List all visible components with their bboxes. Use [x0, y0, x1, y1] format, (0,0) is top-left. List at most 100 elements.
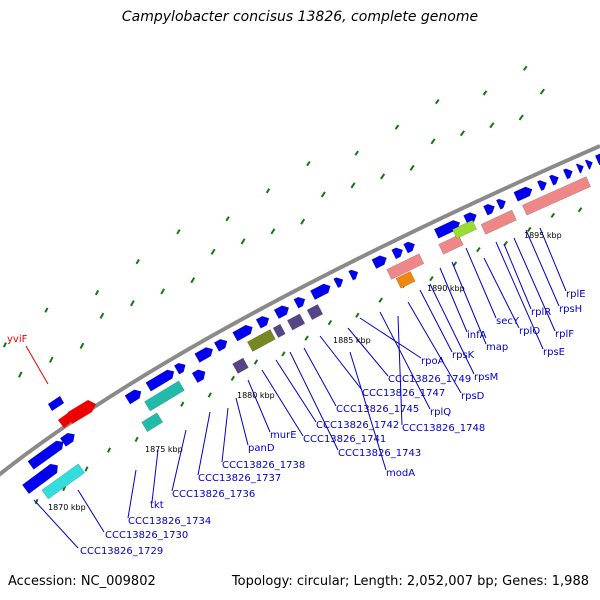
- gene-features[interactable]: [21, 152, 600, 500]
- gene-label: rplO: [519, 326, 540, 337]
- gene-feature[interactable]: [286, 313, 306, 331]
- gene-feature[interactable]: [584, 158, 595, 170]
- gene-label: panD: [248, 443, 275, 454]
- gc-tick: [350, 182, 356, 189]
- gene-label: CCC13826_1748: [402, 423, 485, 434]
- accession-text: Accession: NC_009802: [8, 574, 156, 589]
- gene-label: CCC13826_1743: [338, 448, 421, 459]
- gc-tick: [306, 160, 311, 167]
- gc-tick: [320, 191, 326, 198]
- gene-feature: [48, 396, 64, 411]
- gene-feature[interactable]: [433, 218, 462, 239]
- gene-feature[interactable]: [59, 430, 77, 447]
- gene-label: rpsE: [543, 347, 565, 358]
- gc-tick: [265, 188, 271, 194]
- gene-feature[interactable]: [232, 323, 255, 342]
- gc-tick: [253, 359, 259, 365]
- gc-tick: [240, 238, 246, 245]
- gene-feature[interactable]: [395, 271, 416, 289]
- gene-feature[interactable]: [145, 367, 177, 392]
- gene-feature[interactable]: [480, 209, 517, 235]
- gene-feature[interactable]: [272, 323, 286, 338]
- gene-feature[interactable]: [124, 387, 144, 405]
- gc-tick: [2, 342, 7, 348]
- gc-tick: [210, 248, 216, 255]
- gene-feature[interactable]: [21, 461, 61, 495]
- gene-feature[interactable]: [438, 234, 464, 255]
- leader-line: [483, 257, 520, 329]
- leader-line: [397, 315, 403, 426]
- gene-label: CCC13826_1747: [362, 388, 445, 399]
- leader-line: [419, 289, 453, 353]
- gene-feature[interactable]: [333, 275, 346, 289]
- gene-feature[interactable]: [483, 202, 496, 216]
- gene-feature[interactable]: [521, 176, 591, 216]
- leader-line: [495, 241, 544, 350]
- gc-tick: [207, 392, 212, 398]
- gene-feature[interactable]: [575, 162, 586, 174]
- gene-label: tkt: [150, 500, 164, 511]
- kbp-label: 1875 kbp: [145, 445, 183, 454]
- gene-feature[interactable]: [213, 337, 229, 352]
- gene-feature[interactable]: [232, 357, 249, 374]
- gene-feature[interactable]: [513, 185, 535, 202]
- gene-feature[interactable]: [495, 197, 507, 210]
- gene-feature[interactable]: [548, 173, 560, 186]
- gene-feature[interactable]: [562, 167, 574, 180]
- gene-feature[interactable]: [191, 367, 208, 384]
- gene-label: rpsH: [559, 304, 582, 315]
- leader-line: [289, 351, 339, 451]
- gc-tick: [435, 99, 440, 105]
- gene-label: CCC13826_1737: [198, 473, 281, 484]
- gene-feature[interactable]: [403, 240, 417, 254]
- gene-feature[interactable]: [246, 329, 276, 352]
- leader-line: [127, 469, 137, 519]
- gene-feature[interactable]: [41, 463, 86, 500]
- gene-feature[interactable]: [371, 253, 389, 269]
- gene-feature[interactable]: [255, 314, 271, 329]
- gc-tick: [134, 436, 139, 443]
- leader-line: [235, 397, 249, 446]
- gene-feature[interactable]: [536, 178, 548, 192]
- gene-label: murE: [270, 430, 297, 441]
- leader-line: [525, 229, 560, 307]
- gene-feature[interactable]: [173, 361, 188, 375]
- gene-label: rpsK: [452, 350, 475, 361]
- gene-feature[interactable]: [144, 380, 185, 412]
- leader-line: [247, 379, 271, 433]
- gc-tick: [304, 335, 309, 341]
- gc-tick: [84, 466, 89, 472]
- gc-tick: [577, 207, 583, 213]
- leader-line: [439, 267, 468, 333]
- leader-line: [407, 301, 462, 394]
- leader-line: [379, 311, 431, 410]
- gene-feature[interactable]: [452, 219, 477, 239]
- gene-label: CCC13826_1741: [303, 434, 386, 445]
- gene-feature[interactable]: [293, 295, 307, 309]
- gc-tick: [355, 312, 360, 318]
- gene-feature[interactable]: [27, 438, 66, 470]
- gene-feature[interactable]: [273, 303, 291, 320]
- gene-feature[interactable]: [391, 246, 405, 260]
- gc-tick: [459, 130, 466, 137]
- gc-tick: [539, 88, 545, 95]
- gc-tick: [225, 216, 230, 222]
- gc-tick: [380, 173, 386, 180]
- gene-label: CCC13826_1738: [222, 460, 305, 471]
- gene-feature[interactable]: [194, 345, 216, 363]
- gc-tick: [270, 228, 276, 235]
- leader-line: [349, 351, 387, 471]
- gene-feature[interactable]: [594, 152, 600, 166]
- gene-feature[interactable]: [306, 304, 324, 321]
- gc-tick: [62, 485, 67, 492]
- gene-feature[interactable]: [386, 253, 425, 280]
- gc-tick: [160, 288, 166, 295]
- gene-feature[interactable]: [309, 282, 332, 301]
- gene-label: rplR: [531, 307, 551, 318]
- gene-feature[interactable]: [141, 412, 164, 432]
- gene-feature[interactable]: [348, 268, 361, 281]
- leader-line: [261, 369, 304, 437]
- gc-tick: [34, 498, 39, 505]
- gene-labels: yviF CCC13826_1729 CCC13826_1730 CCC13826_1…: [7, 289, 586, 557]
- map-title: Campylobacter concisus 13826, complete g…: [121, 9, 479, 25]
